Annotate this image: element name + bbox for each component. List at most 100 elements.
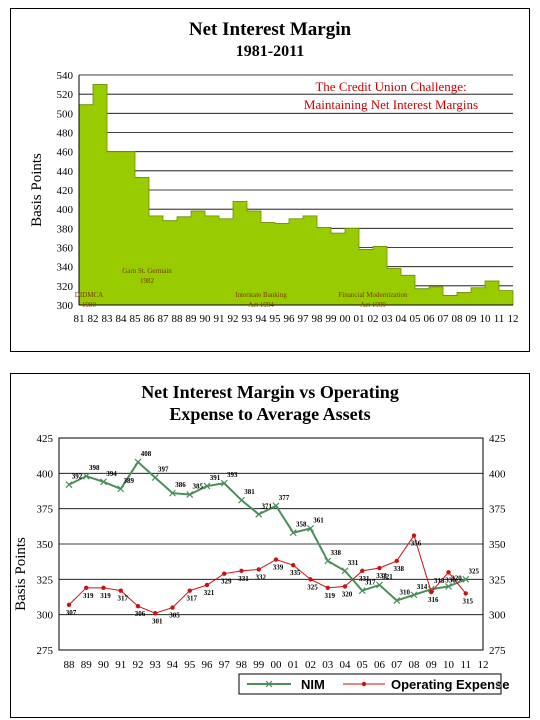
x-tick-label: 84	[116, 313, 128, 325]
x-tick-label: 05	[357, 659, 369, 671]
x-tick-label: 07	[391, 659, 403, 671]
nim-point	[169, 489, 176, 497]
x-tick-label: 09	[466, 313, 478, 325]
nim-line	[68, 460, 467, 602]
y-tick-label-left: 275	[37, 645, 54, 657]
nim-data-label: 385	[193, 483, 204, 491]
opex-point	[84, 585, 89, 591]
opex-data-label: 332	[256, 573, 267, 581]
x-tick-label: 99	[253, 659, 265, 671]
y-tick-label: 420	[57, 185, 74, 197]
nim-vs-opex-chart-panel: Net Interest Margin vs Operating Expense …	[10, 373, 530, 718]
nim-data-label: 392	[72, 473, 83, 481]
nim-data-label: 381	[244, 488, 255, 496]
y-tick-label-right: 275	[489, 645, 506, 657]
x-tick-label: 01	[288, 659, 299, 671]
event-label: Act 1999	[360, 301, 386, 309]
opex-data-label: 319	[100, 592, 111, 600]
x-tick-label: 00	[271, 659, 283, 671]
legend-opex-label: Operating Expense	[391, 677, 509, 692]
legend-nim-marker	[265, 680, 273, 688]
x-tick-label: 10	[480, 313, 492, 325]
y-tick-label-left: 350	[37, 539, 54, 551]
nim-point	[445, 582, 452, 590]
y-axis-label: Basis Points	[29, 153, 45, 227]
x-tick-label: 92	[133, 659, 144, 671]
nim-point	[151, 474, 159, 481]
nim-vs-opex-line-chart: Net Interest Margin vs OperatingExpense …	[13, 382, 509, 695]
nim-data-label: 338	[331, 549, 342, 557]
x-tick-label: 94	[167, 659, 179, 671]
x-tick-label: 88	[172, 313, 184, 325]
y-tick-label: 380	[57, 223, 74, 235]
opex-line	[68, 534, 467, 614]
nim-point	[410, 591, 418, 599]
x-tick-label: 06	[374, 659, 386, 671]
nim-point	[307, 525, 314, 532]
x-tick-label: 82	[88, 313, 99, 325]
x-tick-label: 93	[150, 659, 162, 671]
annotation-text: The Credit Union Challenge:	[315, 79, 466, 94]
x-tick-label: 08	[452, 313, 464, 325]
x-tick-label: 08	[409, 659, 421, 671]
legend-opex-marker	[361, 681, 367, 687]
x-tick-label: 11	[460, 659, 471, 671]
x-tick-label: 87	[158, 313, 170, 325]
opex-point	[377, 565, 382, 571]
y-tick-label: 540	[57, 70, 74, 82]
event-label: Garn St. Germain	[122, 267, 172, 275]
opex-point	[153, 611, 158, 616]
nim-data-label: 321	[382, 573, 393, 581]
nim-data-label: 358	[296, 521, 307, 529]
plot-frame	[58, 437, 484, 651]
page-number: 5	[496, 680, 502, 691]
opex-point	[291, 563, 296, 568]
nim-data-label: 393	[227, 471, 238, 479]
opex-data-label: 321	[204, 589, 215, 597]
opex-data-label: 307	[66, 609, 77, 617]
nim-point	[358, 587, 366, 595]
nim-data-label: 389	[124, 477, 135, 485]
x-tick-label: 93	[242, 313, 254, 325]
chart-title: Expense to Average Assets	[169, 404, 370, 424]
nim-point	[203, 482, 211, 490]
x-tick-label: 89	[81, 659, 93, 671]
opex-data-label: 319	[83, 592, 94, 600]
nim-point	[100, 478, 107, 486]
nim-point	[186, 491, 194, 498]
nim-point	[376, 581, 383, 589]
opex-point	[360, 568, 365, 574]
event-label: 1982	[140, 277, 155, 285]
opex-point	[101, 585, 106, 591]
opex-point	[273, 557, 279, 562]
nim-data-label: 394	[106, 470, 117, 478]
opex-data-label: 306	[135, 610, 146, 618]
x-tick-label: 02	[368, 313, 379, 325]
x-tick-label: 07	[438, 313, 450, 325]
y-tick-label: 300	[57, 300, 74, 312]
nim-data-label: 361	[313, 516, 324, 524]
opex-point	[170, 605, 175, 610]
nim-data-label: 310	[400, 589, 411, 597]
nim-data-label: 386	[175, 481, 186, 489]
chart-title: Net Interest Margin	[189, 19, 352, 40]
opex-point	[135, 603, 141, 609]
y-tick-label: 400	[57, 204, 74, 216]
x-tick-label: 86	[144, 313, 156, 325]
y-tick-label-left: 400	[37, 468, 54, 480]
x-tick-label: 04	[340, 659, 352, 671]
nim-point	[289, 529, 297, 537]
event-label: Act 1994	[248, 301, 274, 309]
nim-data-label: 397	[158, 466, 169, 474]
x-tick-label: 95	[270, 313, 282, 325]
x-tick-label: 96	[202, 659, 214, 671]
nim-data-label: 314	[417, 583, 428, 591]
y-axis-label: Basis Points	[13, 537, 29, 611]
event-label: Interstate Banking	[235, 291, 287, 299]
opex-point	[204, 582, 210, 588]
opex-data-label: 317	[187, 595, 198, 603]
opex-point	[222, 571, 227, 576]
y-tick-label-right: 300	[489, 610, 506, 622]
x-tick-label: 90	[200, 313, 212, 325]
nim-data-label: 318	[434, 577, 445, 585]
